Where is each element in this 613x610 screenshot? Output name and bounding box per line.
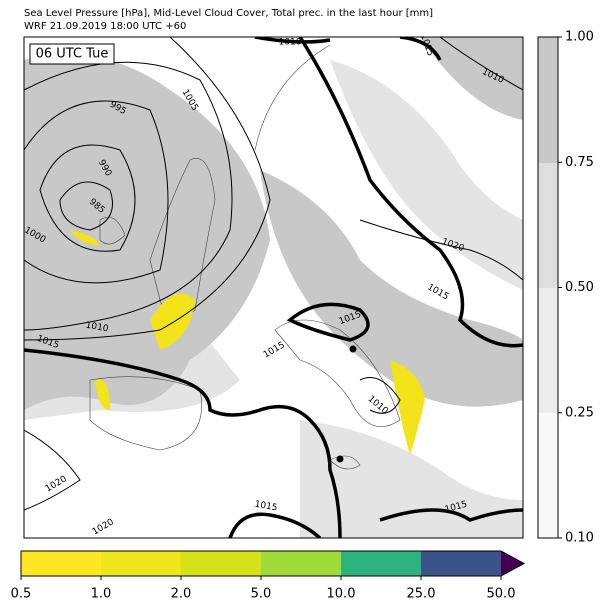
- precip-colorbar: [20, 550, 526, 577]
- contour-label: 1010: [279, 38, 302, 48]
- cloud-colorbar: [537, 36, 559, 539]
- precip-tick-label: 2.0: [171, 587, 192, 602]
- map-frame: [23, 36, 524, 539]
- precip-tick-label: 25.0: [407, 587, 436, 602]
- precip-tick-label: 5.0: [251, 587, 272, 602]
- precip-tick-label: 50.0: [487, 587, 516, 602]
- contour-label: 1010: [85, 321, 110, 335]
- cloud-tick-label: 1.00: [565, 30, 594, 45]
- precip-tick-label: 10.0: [327, 587, 356, 602]
- subtitle: WRF 21.09.2019 18:00 UTC +60: [24, 21, 186, 32]
- cloud-tick-label: 0.75: [565, 155, 594, 170]
- precip-tick-label: 0.5: [11, 587, 32, 602]
- cloud-tick-label: 0.10: [565, 531, 594, 546]
- time-box: [29, 43, 115, 65]
- title: Sea Level Pressure [hPa], Mid-Level Clou…: [24, 8, 433, 19]
- time-label: 06 UTC Tue: [36, 47, 109, 62]
- cloud-tick-label: 0.50: [565, 280, 594, 295]
- precip-tick-label: 1.0: [91, 587, 112, 602]
- cloud-tick-label: 0.25: [565, 405, 594, 420]
- contour-label: 1015: [254, 500, 278, 514]
